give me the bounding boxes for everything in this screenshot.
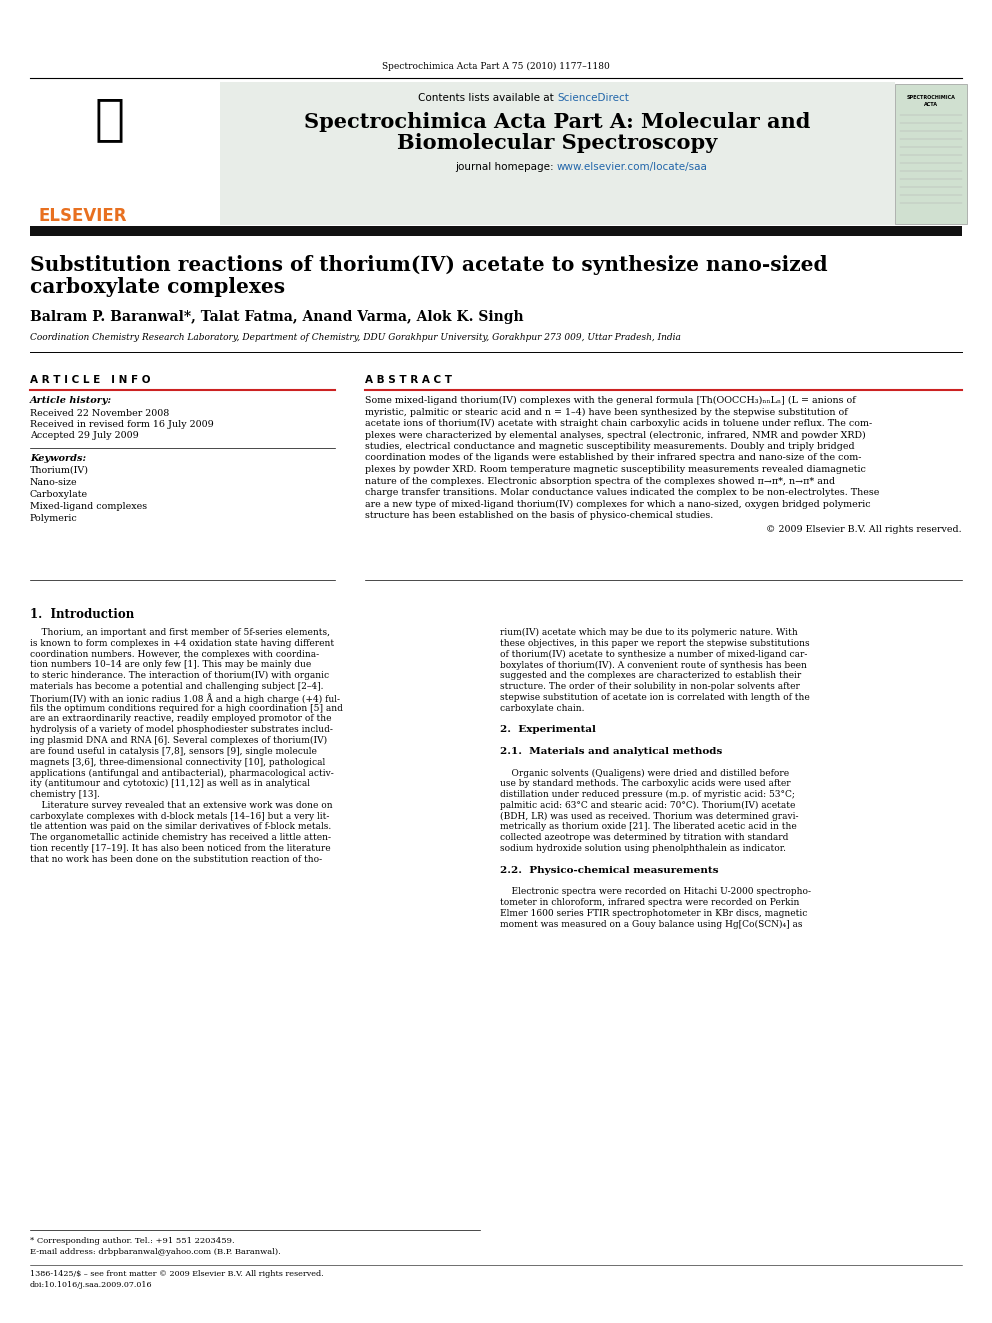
Bar <box>30 226 962 235</box>
Text: A B S T R A C T: A B S T R A C T <box>365 374 452 385</box>
Text: Keywords:: Keywords: <box>30 454 86 463</box>
Text: magnets [3,6], three-dimensional connectivity [10], pathological: magnets [3,6], three-dimensional connect… <box>30 758 325 766</box>
Text: myristic, palmitic or stearic acid and n = 1–4) have been synthesized by the ste: myristic, palmitic or stearic acid and n… <box>365 407 848 417</box>
Text: applications (antifungal and antibacterial), pharmacological activ-: applications (antifungal and antibacteri… <box>30 769 333 778</box>
Text: 2.  Experimental: 2. Experimental <box>500 725 596 734</box>
Text: are a new type of mixed-ligand thorium(IV) complexes for which a nano-sized, oxy: are a new type of mixed-ligand thorium(I… <box>365 500 871 508</box>
Text: ScienceDirect: ScienceDirect <box>557 93 629 103</box>
Text: The organometallic actinide chemistry has received a little atten-: The organometallic actinide chemistry ha… <box>30 833 331 843</box>
Text: Contents lists available at: Contents lists available at <box>418 93 557 103</box>
Text: acetate ions of thorium(IV) acetate with straight chain carboxylic acids in tolu: acetate ions of thorium(IV) acetate with… <box>365 419 872 429</box>
Text: collected azeotrope was determined by titration with standard: collected azeotrope was determined by ti… <box>500 833 789 843</box>
Text: A R T I C L E   I N F O: A R T I C L E I N F O <box>30 374 151 385</box>
Text: to steric hinderance. The interaction of thorium(IV) with organic: to steric hinderance. The interaction of… <box>30 671 329 680</box>
Text: are found useful in catalysis [7,8], sensors [9], single molecule: are found useful in catalysis [7,8], sen… <box>30 746 316 755</box>
Text: Coordination Chemistry Research Laboratory, Department of Chemistry, DDU Gorakhp: Coordination Chemistry Research Laborato… <box>30 333 681 343</box>
Text: that no work has been done on the substitution reaction of tho-: that no work has been done on the substi… <box>30 855 322 864</box>
Text: Spectrochimica Acta Part A: Molecular and: Spectrochimica Acta Part A: Molecular an… <box>304 112 810 132</box>
Text: Nano-size: Nano-size <box>30 478 77 487</box>
Text: E-mail address: drbpbaranwal@yahoo.com (B.P. Baranwal).: E-mail address: drbpbaranwal@yahoo.com (… <box>30 1248 281 1256</box>
Text: doi:10.1016/j.saa.2009.07.016: doi:10.1016/j.saa.2009.07.016 <box>30 1281 153 1289</box>
Text: Thorium(IV) with an ionic radius 1.08 Å and a high charge (+4) ful-: Thorium(IV) with an ionic radius 1.08 Å … <box>30 693 340 704</box>
Text: coordination modes of the ligands were established by their infrared spectra and: coordination modes of the ligands were e… <box>365 454 861 463</box>
Text: ACTA: ACTA <box>924 102 938 107</box>
Text: of thorium(IV) acetate to synthesize a number of mixed-ligand car-: of thorium(IV) acetate to synthesize a n… <box>500 650 807 659</box>
Text: tion numbers 10–14 are only few [1]. This may be mainly due: tion numbers 10–14 are only few [1]. Thi… <box>30 660 311 669</box>
Bar <box>30 82 220 225</box>
Text: boxylates of thorium(IV). A convenient route of synthesis has been: boxylates of thorium(IV). A convenient r… <box>500 660 806 669</box>
Text: (BDH, LR) was used as received. Thorium was determined gravi-: (BDH, LR) was used as received. Thorium … <box>500 811 799 820</box>
Text: Article history:: Article history: <box>30 396 112 405</box>
Text: structure. The order of their solubility in non-polar solvents after: structure. The order of their solubility… <box>500 681 800 691</box>
Text: Carboxylate: Carboxylate <box>30 490 88 499</box>
Text: nature of the complexes. Electronic absorption spectra of the complexes showed π: nature of the complexes. Electronic abso… <box>365 476 835 486</box>
Text: SPECTROCHIMICA: SPECTROCHIMICA <box>907 95 955 101</box>
Text: 1386-1425/$ – see front matter © 2009 Elsevier B.V. All rights reserved.: 1386-1425/$ – see front matter © 2009 El… <box>30 1270 323 1278</box>
Bar <box>895 83 967 224</box>
Text: ity (antitumour and cytotoxic) [11,12] as well as in analytical: ity (antitumour and cytotoxic) [11,12] a… <box>30 779 310 789</box>
Text: 2.2.  Physico-chemical measurements: 2.2. Physico-chemical measurements <box>500 865 718 875</box>
Text: plexes by powder XRD. Room temperature magnetic susceptibility measurements reve: plexes by powder XRD. Room temperature m… <box>365 464 866 474</box>
Text: fils the optimum conditions required for a high coordination [5] and: fils the optimum conditions required for… <box>30 704 343 713</box>
Text: Spectrochimica Acta Part A 75 (2010) 1177–1180: Spectrochimica Acta Part A 75 (2010) 117… <box>382 62 610 71</box>
Text: © 2009 Elsevier B.V. All rights reserved.: © 2009 Elsevier B.V. All rights reserved… <box>767 524 962 533</box>
Text: palmitic acid: 63°C and stearic acid: 70°C). Thorium(IV) acetate: palmitic acid: 63°C and stearic acid: 70… <box>500 800 796 810</box>
Text: www.elsevier.com/locate/saa: www.elsevier.com/locate/saa <box>557 161 708 172</box>
Text: metrically as thorium oxide [21]. The liberated acetic acid in the: metrically as thorium oxide [21]. The li… <box>500 823 797 831</box>
Text: ing plasmid DNA and RNA [6]. Several complexes of thorium(IV): ing plasmid DNA and RNA [6]. Several com… <box>30 736 327 745</box>
Text: 2.1.  Materials and analytical methods: 2.1. Materials and analytical methods <box>500 746 722 755</box>
Text: tion recently [17–19]. It has also been noticed from the literature: tion recently [17–19]. It has also been … <box>30 844 330 853</box>
Text: distillation under reduced pressure (m.p. of myristic acid: 53°C;: distillation under reduced pressure (m.p… <box>500 790 795 799</box>
Text: use by standard methods. The carboxylic acids were used after: use by standard methods. The carboxylic … <box>500 779 791 789</box>
Text: Biomolecular Spectroscopy: Biomolecular Spectroscopy <box>397 134 717 153</box>
Text: coordination numbers. However, the complexes with coordina-: coordination numbers. However, the compl… <box>30 650 319 659</box>
Text: 🌲: 🌲 <box>95 95 125 143</box>
Text: Balram P. Baranwal*, Talat Fatma, Anand Varma, Alok K. Singh: Balram P. Baranwal*, Talat Fatma, Anand … <box>30 310 524 324</box>
Text: are an extraordinarily reactive, readily employed promotor of the: are an extraordinarily reactive, readily… <box>30 714 331 724</box>
Text: journal homepage:: journal homepage: <box>455 161 557 172</box>
Text: * Corresponding author. Tel.: +91 551 2203459.: * Corresponding author. Tel.: +91 551 22… <box>30 1237 235 1245</box>
Text: Received in revised form 16 July 2009: Received in revised form 16 July 2009 <box>30 419 213 429</box>
Text: Substitution reactions of thorium(IV) acetate to synthesize nano-sized: Substitution reactions of thorium(IV) ac… <box>30 255 827 275</box>
Text: stepwise substitution of acetate ion is correlated with length of the: stepwise substitution of acetate ion is … <box>500 693 809 701</box>
Text: studies, electrical conductance and magnetic susceptibility measurements. Doubly: studies, electrical conductance and magn… <box>365 442 855 451</box>
Text: is known to form complexes in +4 oxidation state having different: is known to form complexes in +4 oxidati… <box>30 639 334 648</box>
Text: suggested and the complexes are characterized to establish their: suggested and the complexes are characte… <box>500 671 802 680</box>
Text: Mixed-ligand complexes: Mixed-ligand complexes <box>30 501 147 511</box>
Text: sodium hydroxide solution using phenolphthalein as indicator.: sodium hydroxide solution using phenolph… <box>500 844 786 853</box>
Text: these objectives, in this paper we report the stepwise substitutions: these objectives, in this paper we repor… <box>500 639 809 648</box>
Text: Organic solvents (Qualigens) were dried and distilled before: Organic solvents (Qualigens) were dried … <box>500 769 789 778</box>
Text: tometer in chloroform, infrared spectra were recorded on Perkin: tometer in chloroform, infrared spectra … <box>500 898 800 908</box>
Text: 1.  Introduction: 1. Introduction <box>30 609 134 620</box>
Text: carboxylate chain.: carboxylate chain. <box>500 704 584 713</box>
Text: Accepted 29 July 2009: Accepted 29 July 2009 <box>30 431 139 441</box>
Text: ELSEVIER: ELSEVIER <box>38 206 127 225</box>
Text: Literature survey revealed that an extensive work was done on: Literature survey revealed that an exten… <box>30 800 332 810</box>
Text: Thorium(IV): Thorium(IV) <box>30 466 89 475</box>
Text: tle attention was paid on the similar derivatives of f-block metals.: tle attention was paid on the similar de… <box>30 823 331 831</box>
Text: Some mixed-ligand thorium(IV) complexes with the general formula [Th(OOCCH₃)ₙₙLₙ: Some mixed-ligand thorium(IV) complexes … <box>365 396 856 405</box>
Text: Electronic spectra were recorded on Hitachi U-2000 spectropho-: Electronic spectra were recorded on Hita… <box>500 888 811 896</box>
Text: structure has been established on the basis of physico-chemical studies.: structure has been established on the ba… <box>365 511 713 520</box>
Text: charge transfer transitions. Molar conductance values indicated the complex to b: charge transfer transitions. Molar condu… <box>365 488 879 497</box>
Text: rium(IV) acetate which may be due to its polymeric nature. With: rium(IV) acetate which may be due to its… <box>500 628 798 638</box>
Text: hydrolysis of a variety of model phosphodiester substrates includ-: hydrolysis of a variety of model phospho… <box>30 725 333 734</box>
Text: carboxylate complexes with d-block metals [14–16] but a very lit-: carboxylate complexes with d-block metal… <box>30 811 329 820</box>
Text: plexes were characterized by elemental analyses, spectral (electronic, infrared,: plexes were characterized by elemental a… <box>365 430 866 439</box>
Text: moment was measured on a Gouy balance using Hg[Co(SCN)₄] as: moment was measured on a Gouy balance us… <box>500 919 803 929</box>
Text: Polymeric: Polymeric <box>30 515 77 523</box>
Text: carboxylate complexes: carboxylate complexes <box>30 277 285 296</box>
Bar <box>220 82 895 225</box>
Text: Elmer 1600 series FTIR spectrophotometer in KBr discs, magnetic: Elmer 1600 series FTIR spectrophotometer… <box>500 909 807 918</box>
Text: chemistry [13].: chemistry [13]. <box>30 790 100 799</box>
Text: Received 22 November 2008: Received 22 November 2008 <box>30 409 170 418</box>
Text: materials has become a potential and challenging subject [2–4].: materials has become a potential and cha… <box>30 681 323 691</box>
Text: Thorium, an important and first member of 5f-series elements,: Thorium, an important and first member o… <box>30 628 330 636</box>
